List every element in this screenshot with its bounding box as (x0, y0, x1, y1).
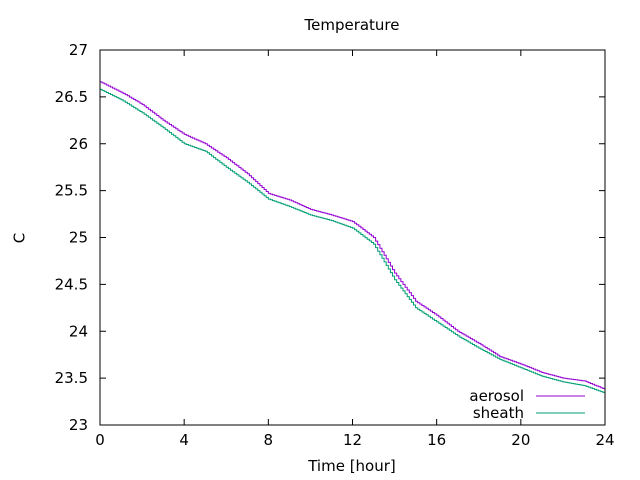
x-tick-label: 8 (264, 431, 274, 449)
y-tick-label: 24.5 (55, 275, 88, 293)
legend-label-sheath: sheath (473, 404, 524, 422)
y-axis-label: C (11, 233, 29, 243)
y-tick-label: 27 (69, 41, 88, 59)
series-layer (100, 81, 606, 394)
y-tick-label: 26.5 (55, 88, 88, 106)
y-tick-label: 25 (69, 229, 88, 247)
axis-ticks: 0 4 8 12 16 20 24 23 23.5 24 24.5 25 25.5 26 26.5 27 (55, 41, 615, 449)
legend-label-aerosol: aerosol (469, 387, 524, 405)
y-tick-label: 24 (69, 322, 88, 340)
series-line-aerosol (100, 81, 606, 390)
y-tick-label: 25.5 (55, 182, 88, 200)
x-tick-label: 12 (343, 431, 362, 449)
series-line-sheath (100, 88, 606, 394)
x-tick-label: 4 (179, 431, 189, 449)
x-tick-label: 16 (427, 431, 446, 449)
x-tick-label: 24 (595, 431, 614, 449)
y-tick-label: 23 (69, 416, 88, 434)
plot-frame (99, 49, 606, 426)
x-axis-label: Time [hour] (307, 457, 396, 475)
x-tick-label: 0 (95, 431, 105, 449)
y-tick-label: 26 (69, 135, 88, 153)
y-tick-label: 23.5 (55, 369, 88, 387)
chart-title: Temperature (303, 16, 399, 34)
x-tick-label: 20 (511, 431, 530, 449)
